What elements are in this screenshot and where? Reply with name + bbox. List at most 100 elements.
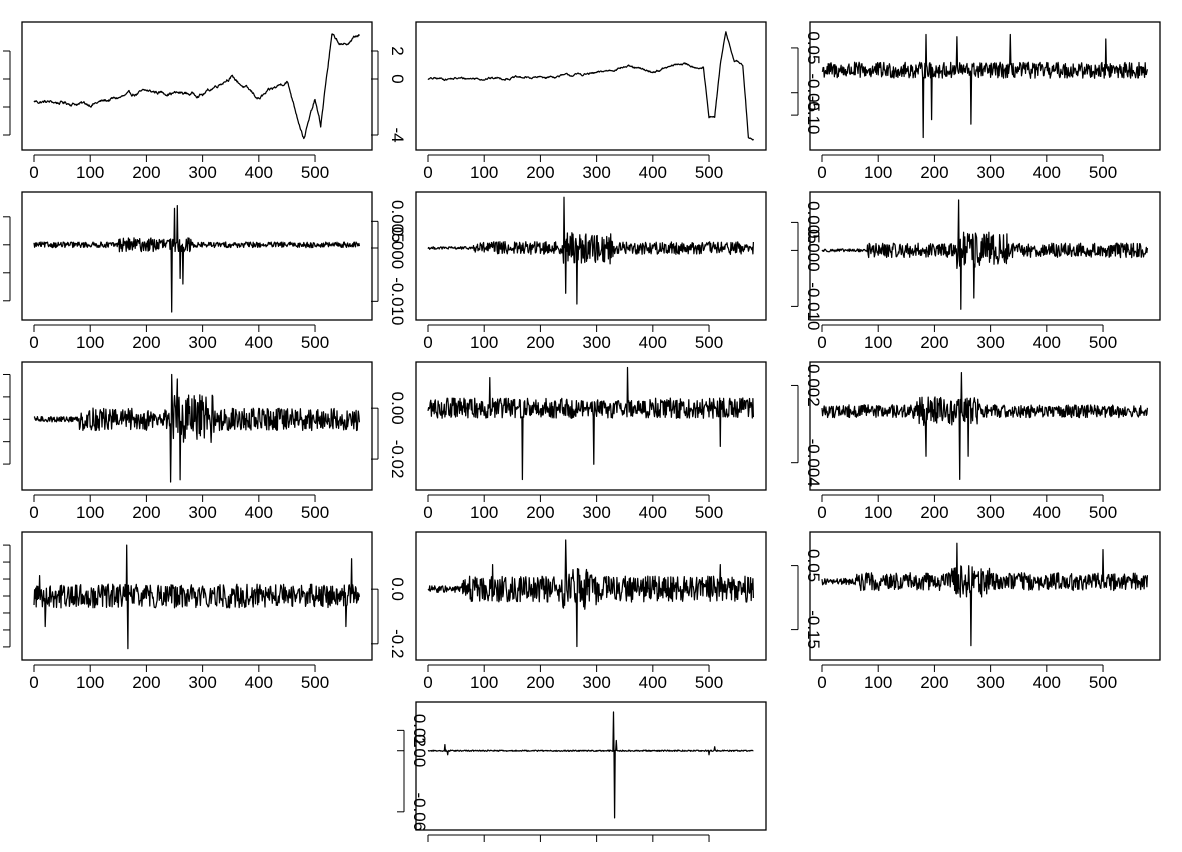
y-tick-label: -0.004 [804, 439, 823, 487]
y-tick-label: 0.005 [388, 200, 407, 243]
x-tick-label: 100 [864, 333, 892, 352]
x-tick-label: 100 [76, 163, 104, 182]
x-tick-label: 500 [695, 673, 723, 692]
chart-panel-8: 0 100 200 300 400 500 0.00 -0.02 [371, 361, 767, 522]
x-tick-label: 200 [132, 333, 160, 352]
x-tick-label: 100 [864, 503, 892, 522]
x-tick-label: 500 [1089, 333, 1117, 352]
plot-frame [415, 191, 767, 321]
x-tick-label: 400 [245, 163, 273, 182]
x-tick-label: 300 [582, 503, 610, 522]
x-tick-label: 300 [976, 163, 1004, 182]
y-axis: 0.05 -0.15 [791, 549, 823, 649]
x-tick-label: 300 [582, 673, 610, 692]
x-axis: 0 100 200 300 400 500 [817, 664, 1117, 692]
plot-frame [415, 701, 767, 831]
series-line [33, 373, 361, 483]
y-tick-label: 0.00 [388, 392, 407, 425]
x-tick-label: 300 [188, 673, 216, 692]
x-tick-label: 300 [582, 333, 610, 352]
x-tick-label: 100 [470, 503, 498, 522]
x-tick-label: 100 [864, 163, 892, 182]
x-tick-label: 400 [1033, 333, 1061, 352]
plot-frame [809, 21, 1161, 151]
y-tick-label: 0.02 [410, 714, 429, 747]
x-tick-label: 100 [470, 163, 498, 182]
x-tick-label: 500 [301, 673, 329, 692]
y-axis [3, 216, 11, 302]
x-tick-label: 0 [423, 333, 432, 352]
x-tick-label: 100 [76, 333, 104, 352]
y-tick-label: 0 [388, 74, 407, 83]
x-axis: 0 100 200 300 400 500 [817, 154, 1117, 182]
x-tick-label: 400 [639, 503, 667, 522]
x-axis: 0 100 200 300 400 500 [423, 324, 723, 352]
x-tick-label: 200 [526, 503, 554, 522]
x-tick-label: 200 [920, 503, 948, 522]
y-axis: 0.00 -0.02 [371, 392, 407, 479]
x-tick-label: 200 [920, 673, 948, 692]
y-axis: 0.020.00 -0.06 [397, 714, 429, 831]
x-tick-label: 0 [817, 333, 826, 352]
y-tick-label: -0.02 [388, 440, 407, 479]
x-tick-label: 200 [526, 163, 554, 182]
x-tick-label: 400 [1033, 163, 1061, 182]
x-tick-label: 200 [920, 333, 948, 352]
plot-frame [809, 191, 1161, 321]
x-tick-label: 400 [639, 673, 667, 692]
y-tick-label: 0.05 [804, 31, 823, 64]
x-tick-label: 500 [301, 163, 329, 182]
x-tick-label: 200 [132, 503, 160, 522]
x-tick-label: 0 [423, 163, 432, 182]
x-tick-label: 100 [76, 503, 104, 522]
x-tick-label: 300 [582, 163, 610, 182]
plot-frame [415, 361, 767, 491]
chart-panel-7: 0 100 200 300 400 500 [3, 361, 373, 522]
series-line [427, 196, 755, 305]
x-tick-label: 200 [526, 673, 554, 692]
series-line [33, 544, 361, 650]
x-tick-label: 500 [1089, 673, 1117, 692]
y-tick-label: 0.000 [804, 229, 823, 272]
x-tick-label: 200 [920, 163, 948, 182]
x-tick-label: 200 [132, 163, 160, 182]
series-line [821, 371, 1149, 481]
x-axis: 0 100 200 300 400 500 [423, 494, 723, 522]
series-line [427, 31, 754, 141]
chart-panel-12: 0 100 200 300 400 500 0.05 -0.15 [791, 531, 1161, 692]
x-tick-label: 100 [470, 333, 498, 352]
y-tick-label: 0.00 [410, 734, 429, 767]
chart-panel-13: 0.020.00 -0.06 [397, 701, 767, 842]
x-tick-label: 0 [29, 503, 38, 522]
x-tick-label: 0 [29, 333, 38, 352]
y-axis: 2 0 -4 [371, 46, 407, 143]
x-tick-label: 500 [695, 503, 723, 522]
x-axis: 0 100 200 300 400 500 [423, 154, 723, 182]
y-axis: 0.05 -0.05-0.10 [791, 31, 823, 134]
y-tick-label: 0.005 [804, 201, 823, 244]
y-tick-label: -0.15 [804, 610, 823, 649]
series-line [427, 366, 755, 481]
x-axis: 0 100 200 300 400 500 [29, 664, 329, 692]
y-tick-label: -4 [388, 127, 407, 142]
x-tick-label: 400 [639, 163, 667, 182]
plot-frame [415, 21, 767, 151]
x-tick-label: 300 [976, 503, 1004, 522]
chart-panel-9: 0 100 200 300 400 500 0.002 -0.004 [791, 361, 1161, 522]
plot-frame [21, 531, 373, 661]
x-tick-label: 500 [301, 503, 329, 522]
x-tick-label: 100 [470, 673, 498, 692]
x-tick-label: 400 [1033, 673, 1061, 692]
y-tick-label: 0.05 [804, 549, 823, 582]
x-tick-label: 300 [976, 333, 1004, 352]
y-tick-label: -0.06 [410, 792, 429, 831]
chart-panel-1: 0 100 200 300 400 500 [3, 21, 373, 182]
series-line [33, 204, 361, 313]
x-tick-label: 100 [864, 673, 892, 692]
y-tick-label: -0.05 [804, 73, 823, 112]
x-tick-label: 300 [976, 673, 1004, 692]
